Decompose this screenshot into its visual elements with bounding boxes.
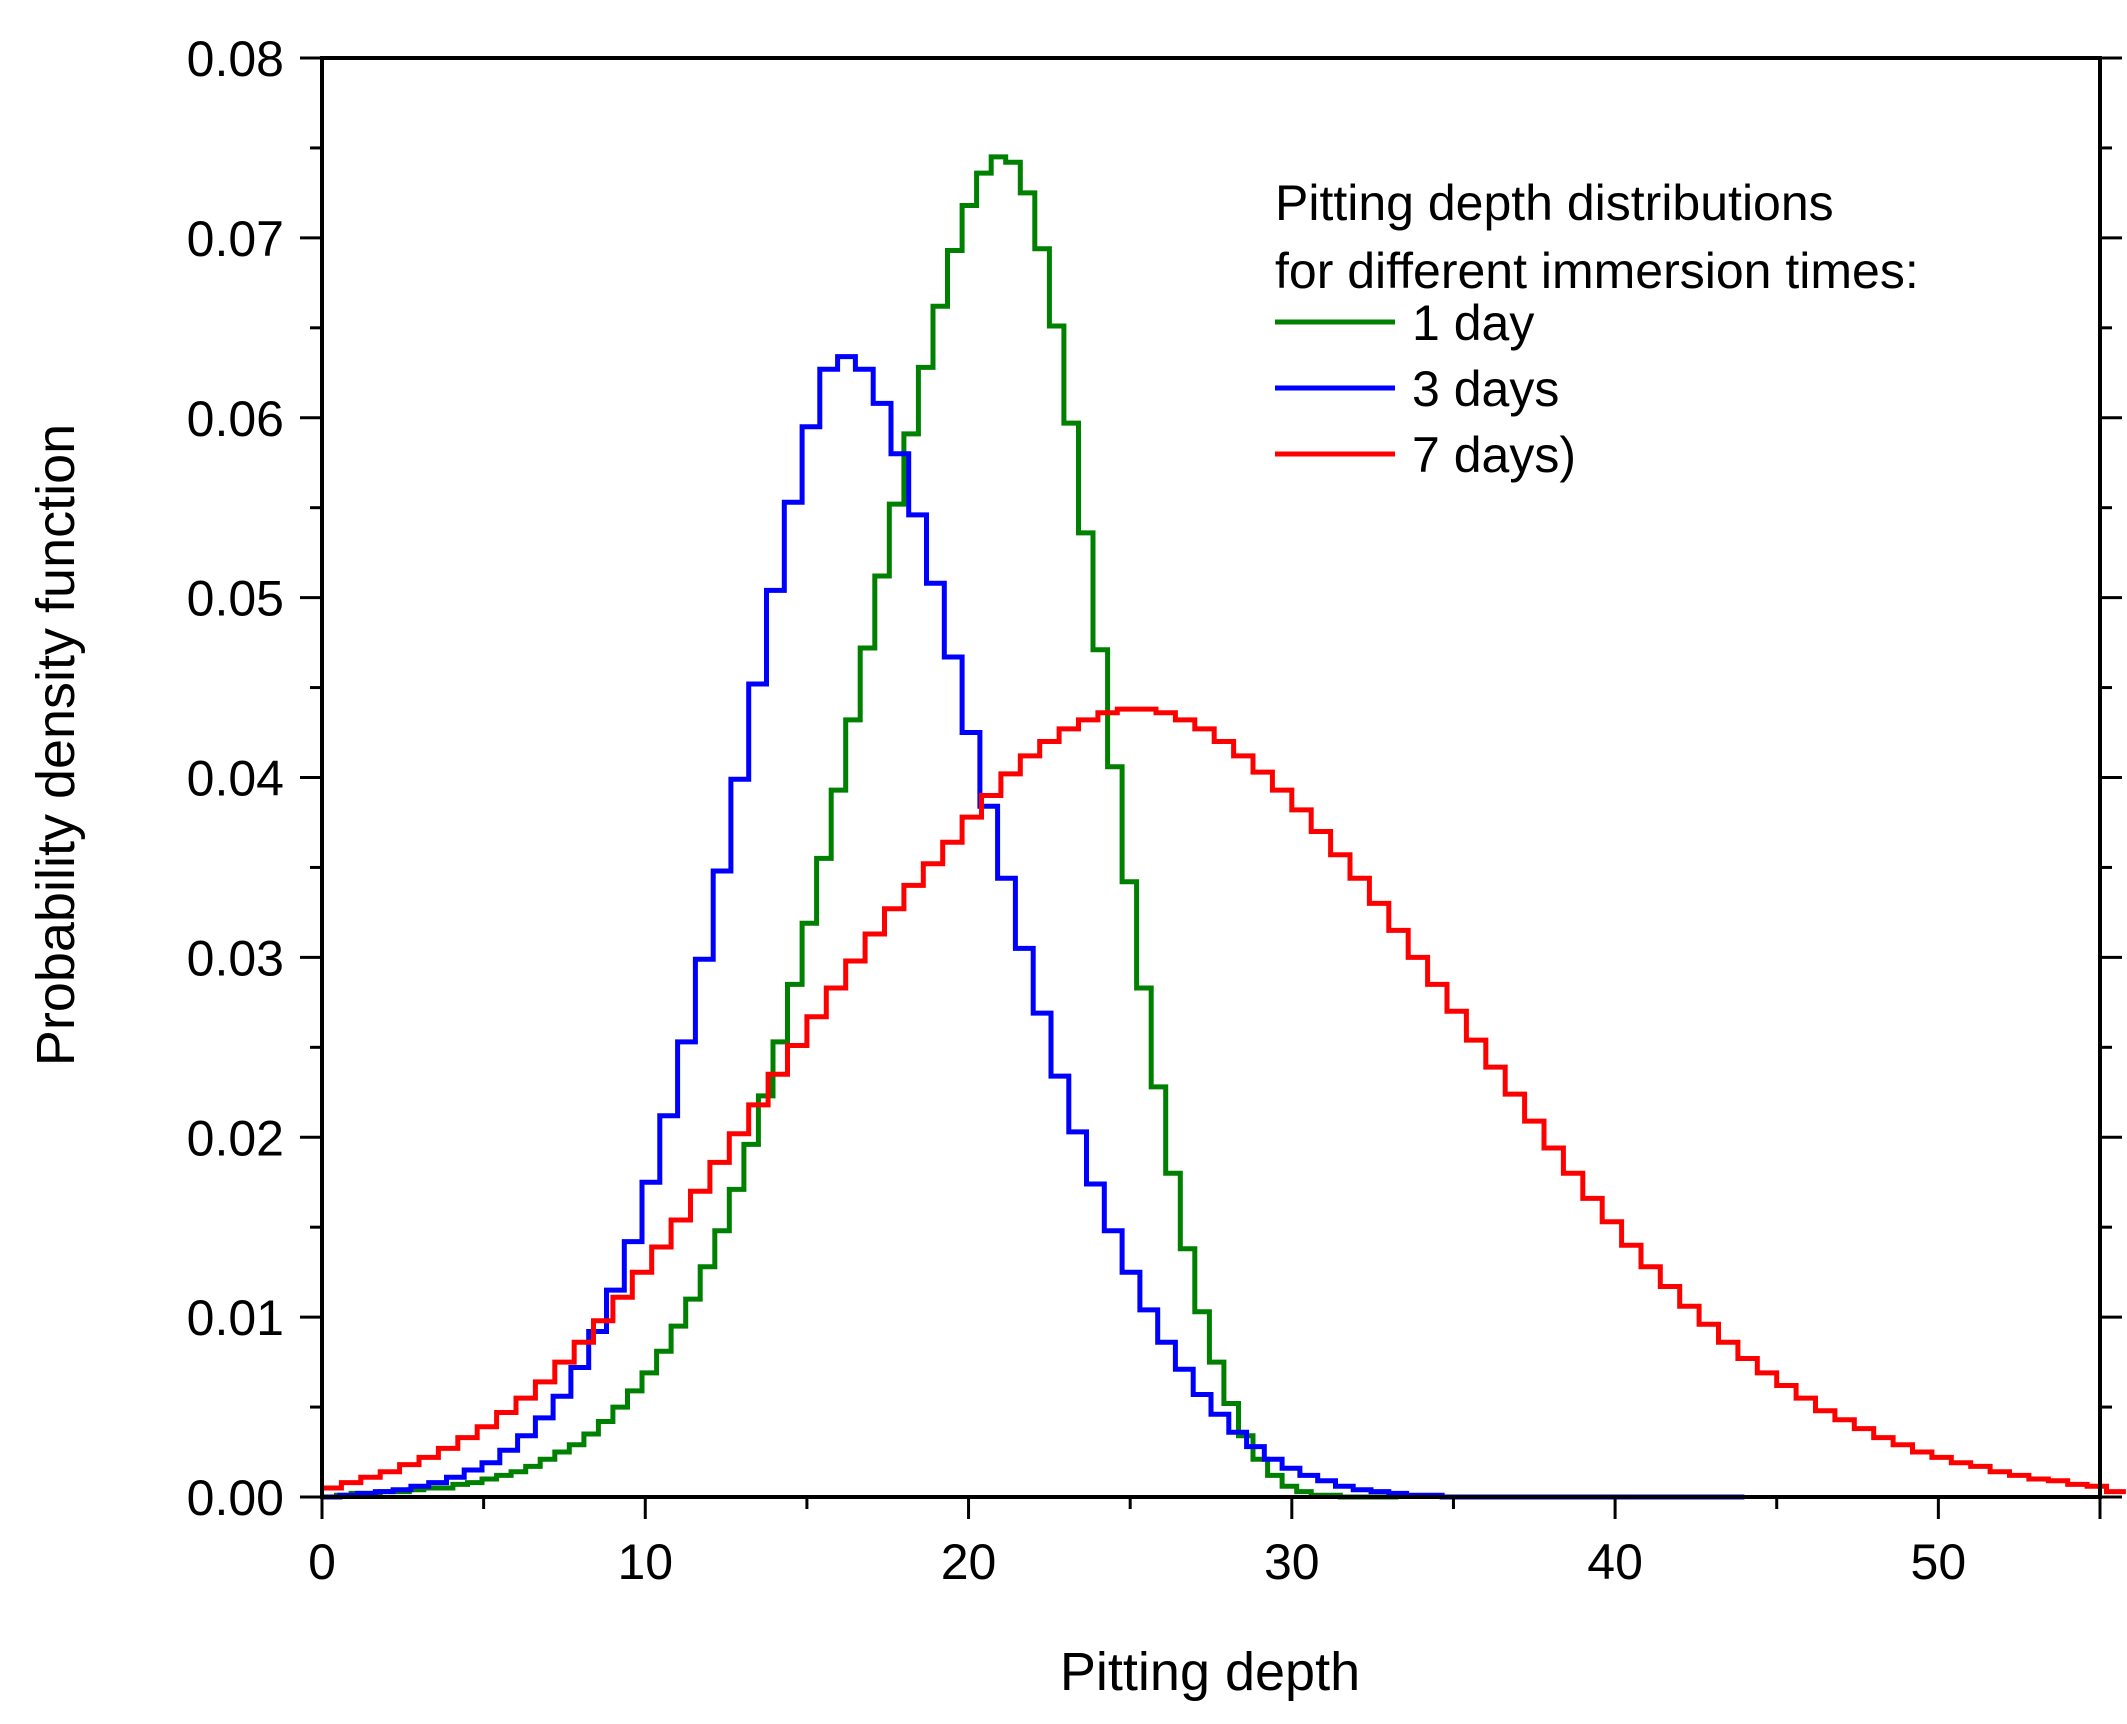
- y-tick-label: 0.06: [187, 391, 284, 447]
- x-tick-label: 30: [1264, 1534, 1320, 1590]
- x-tick-label: 40: [1587, 1534, 1643, 1590]
- y-tick-label: 0.02: [187, 1110, 284, 1166]
- y-tick-label: 0.05: [187, 571, 284, 627]
- series-line-3: [322, 706, 2126, 1495]
- x-axis-title: Pitting depth: [1060, 1642, 1360, 1702]
- y-axis-title: Probability density function: [26, 424, 86, 1066]
- x-tick-label: 0: [308, 1534, 336, 1590]
- legend: Pitting depth distributions for differen…: [1275, 175, 1919, 483]
- legend-title-line-2: for different immersion times:: [1275, 243, 1919, 299]
- y-tick-label: 0.08: [187, 31, 284, 87]
- x-tick-label: 50: [1911, 1534, 1967, 1590]
- y-tick-label: 0.04: [187, 751, 284, 807]
- legend-label-2: 3 days: [1412, 361, 1559, 417]
- y-tick-label: 0.01: [187, 1290, 284, 1346]
- legend-title-line-1: Pitting depth distributions: [1275, 175, 1834, 231]
- plot-area: [322, 154, 2126, 1500]
- series-line-1: [322, 154, 1399, 1500]
- legend-label-3: 7 days): [1412, 427, 1576, 483]
- y-axis: 0.00 0.01 0.02 0.03 0.04 0.05 0.06 0.07 0.08: [187, 31, 2122, 1526]
- x-tick-label: 10: [617, 1534, 673, 1590]
- x-axis: 0 10 20 30 40 50: [308, 1497, 2102, 1590]
- legend-label-1: 1 day: [1412, 295, 1534, 351]
- y-tick-label: 0.07: [187, 211, 284, 267]
- series-line-2: [322, 354, 1745, 1500]
- y-tick-label: 0.03: [187, 930, 284, 986]
- x-tick-label: 20: [941, 1534, 997, 1590]
- y-tick-label: 0.00: [187, 1470, 284, 1526]
